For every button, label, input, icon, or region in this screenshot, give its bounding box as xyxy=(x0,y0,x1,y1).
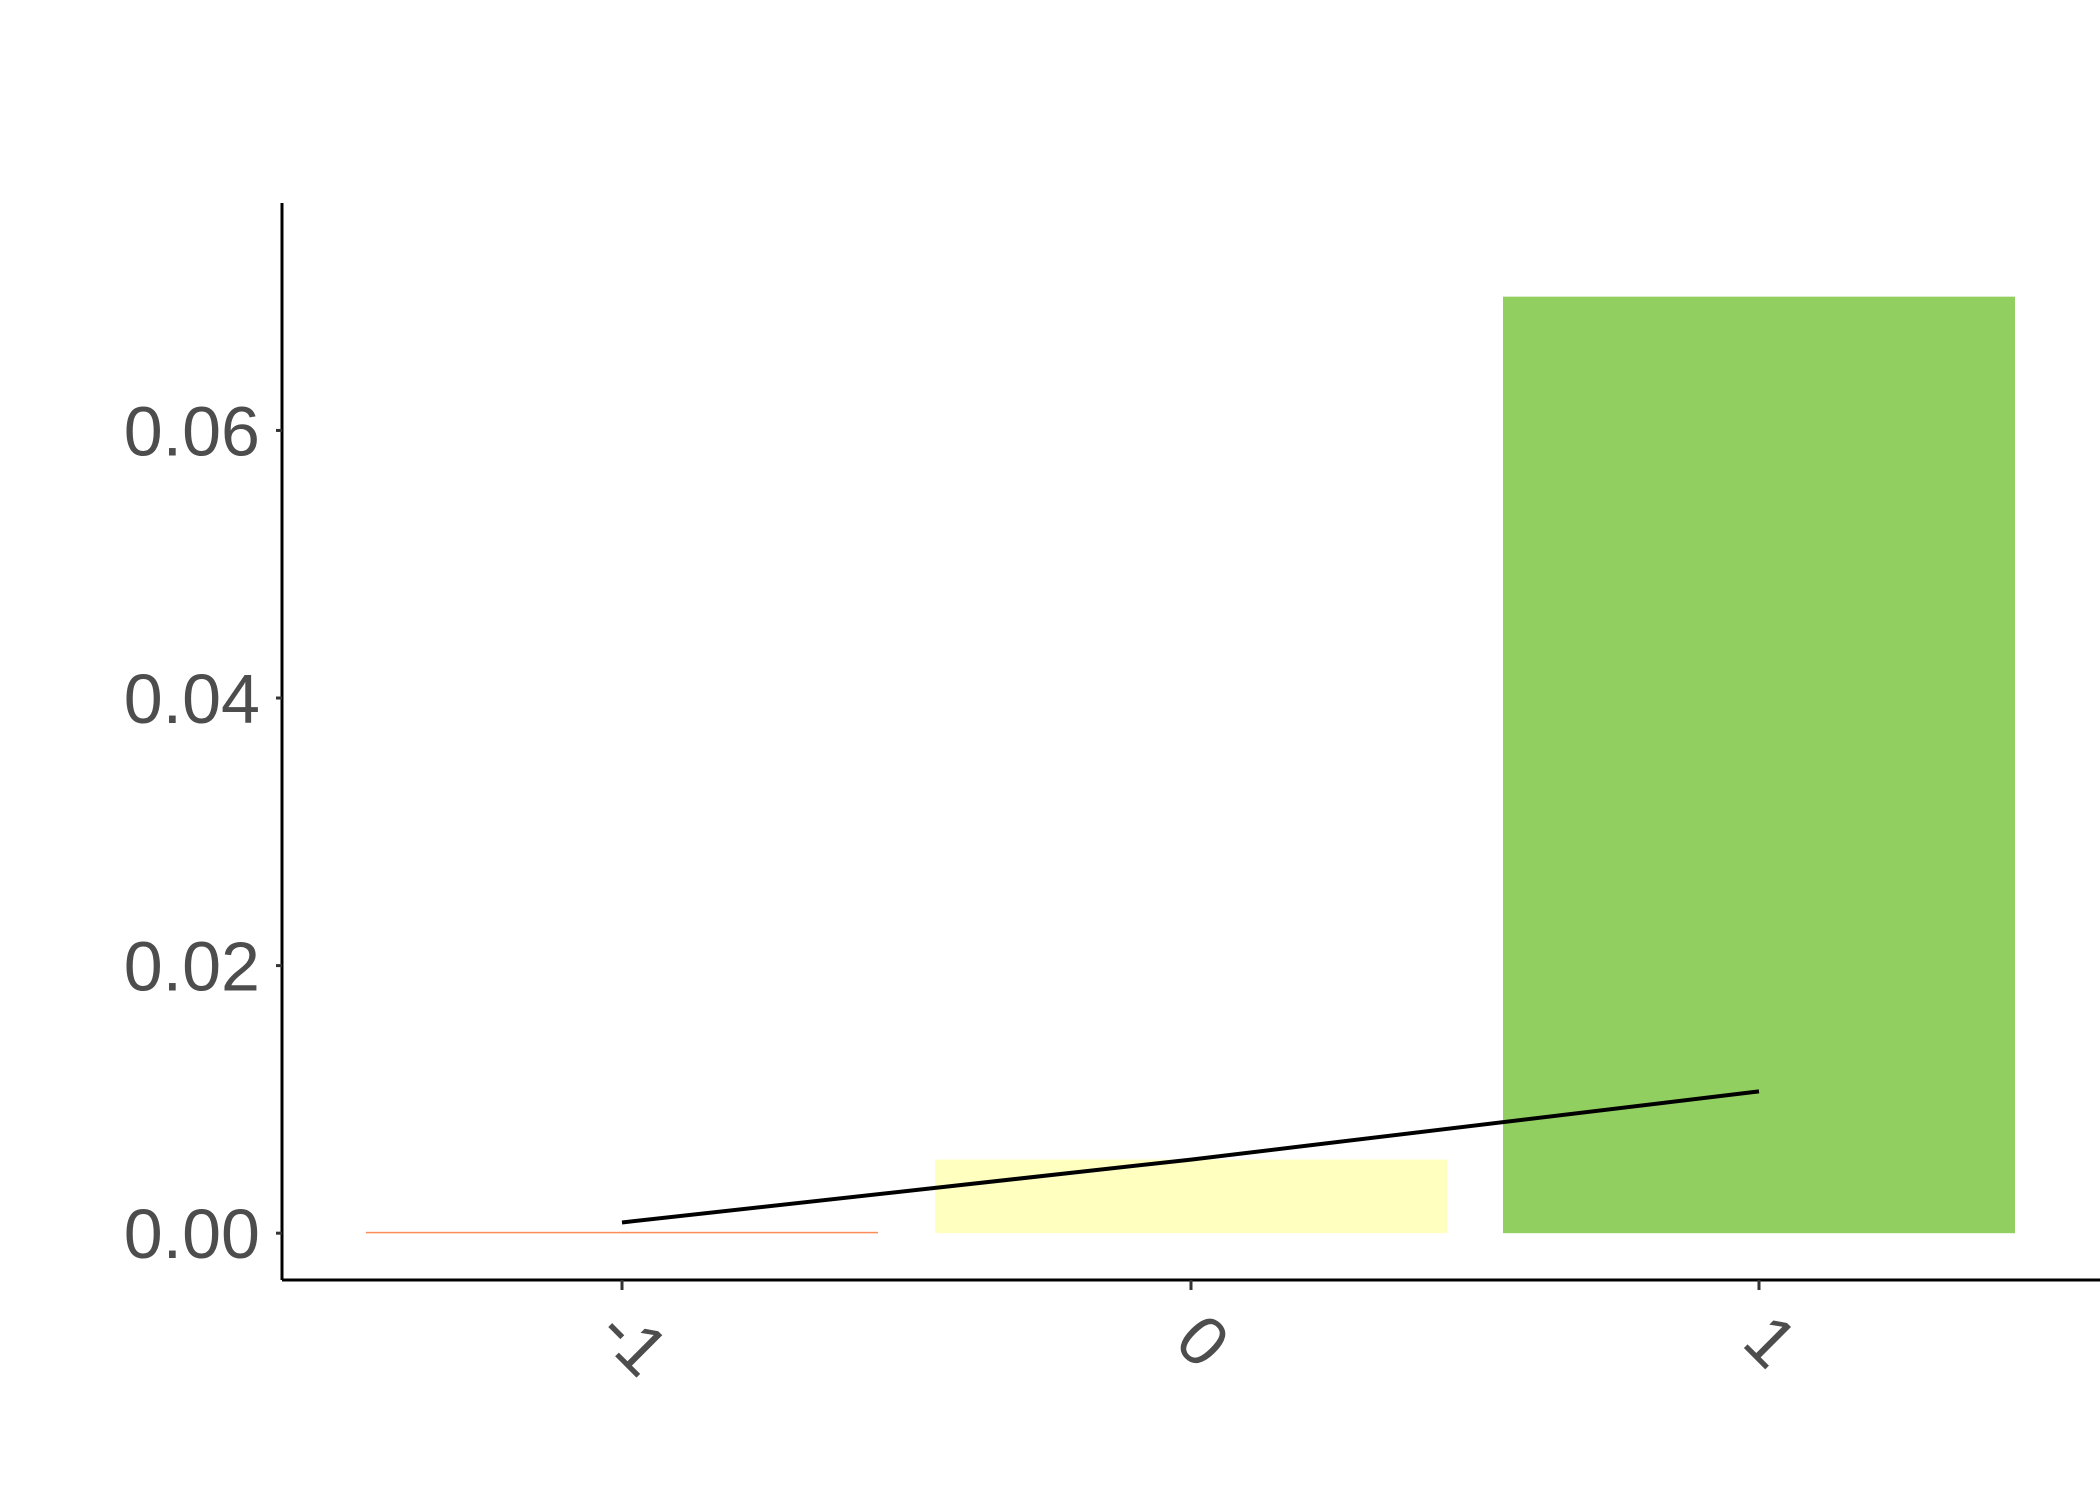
x-tick-label: -1 xyxy=(584,1292,683,1391)
x-tick-label: 0 xyxy=(1162,1300,1245,1383)
x-axis-ticks: -1 0 1 xyxy=(584,1280,1812,1391)
trend-line xyxy=(621,1089,1760,1225)
trend-line-layer xyxy=(621,1089,1760,1225)
y-tick-label: 0.04 xyxy=(124,660,260,738)
bar--1 xyxy=(366,1231,878,1234)
y-tick-label: 0.00 xyxy=(124,1195,260,1273)
y-tick-label: 0.02 xyxy=(124,928,260,1006)
y-tick-label: 0.06 xyxy=(124,392,260,470)
y-axis-ticks: 0.00 0.02 0.04 0.06 xyxy=(124,392,282,1273)
bars-layer xyxy=(366,296,2015,1234)
bar-1 xyxy=(1503,296,2015,1234)
x-tick-label: 1 xyxy=(1730,1300,1813,1383)
bar-0 xyxy=(935,1159,1447,1234)
